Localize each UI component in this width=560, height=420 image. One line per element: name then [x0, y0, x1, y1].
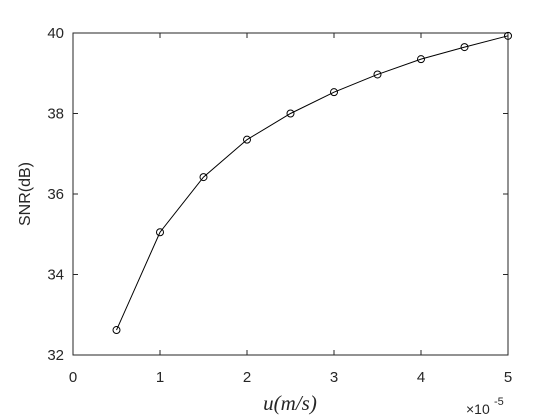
- x-tick-label: 2: [243, 369, 251, 386]
- x-axis-label: u(m/s): [263, 391, 317, 415]
- marker: [417, 55, 425, 64]
- series-line: [116, 35, 509, 331]
- marker: [199, 173, 208, 182]
- x-tick-label: 5: [504, 369, 512, 386]
- marker: [243, 135, 251, 144]
- x-tick-label: 3: [330, 369, 338, 386]
- y-tick-label: 34: [47, 267, 64, 284]
- marker: [112, 326, 121, 335]
- marker: [330, 88, 338, 97]
- y-axis-label: SNR(dB): [17, 162, 34, 226]
- x-tick-label: 1: [156, 369, 164, 386]
- y-tick-label: 32: [47, 347, 64, 364]
- y-tick-label: 40: [47, 25, 64, 42]
- marker: [460, 43, 469, 52]
- x-exponent-base: ×10: [466, 401, 490, 417]
- x-tick-label: 0: [69, 369, 77, 386]
- marker: [286, 109, 295, 118]
- plot-box: [72, 32, 509, 356]
- x-tick-label: 4: [417, 369, 425, 386]
- y-tick-label: 38: [47, 106, 64, 123]
- marker: [156, 228, 164, 237]
- marker: [373, 70, 382, 79]
- marker: [504, 31, 512, 40]
- x-exponent: -5: [494, 396, 504, 408]
- y-tick-label: 36: [47, 186, 64, 203]
